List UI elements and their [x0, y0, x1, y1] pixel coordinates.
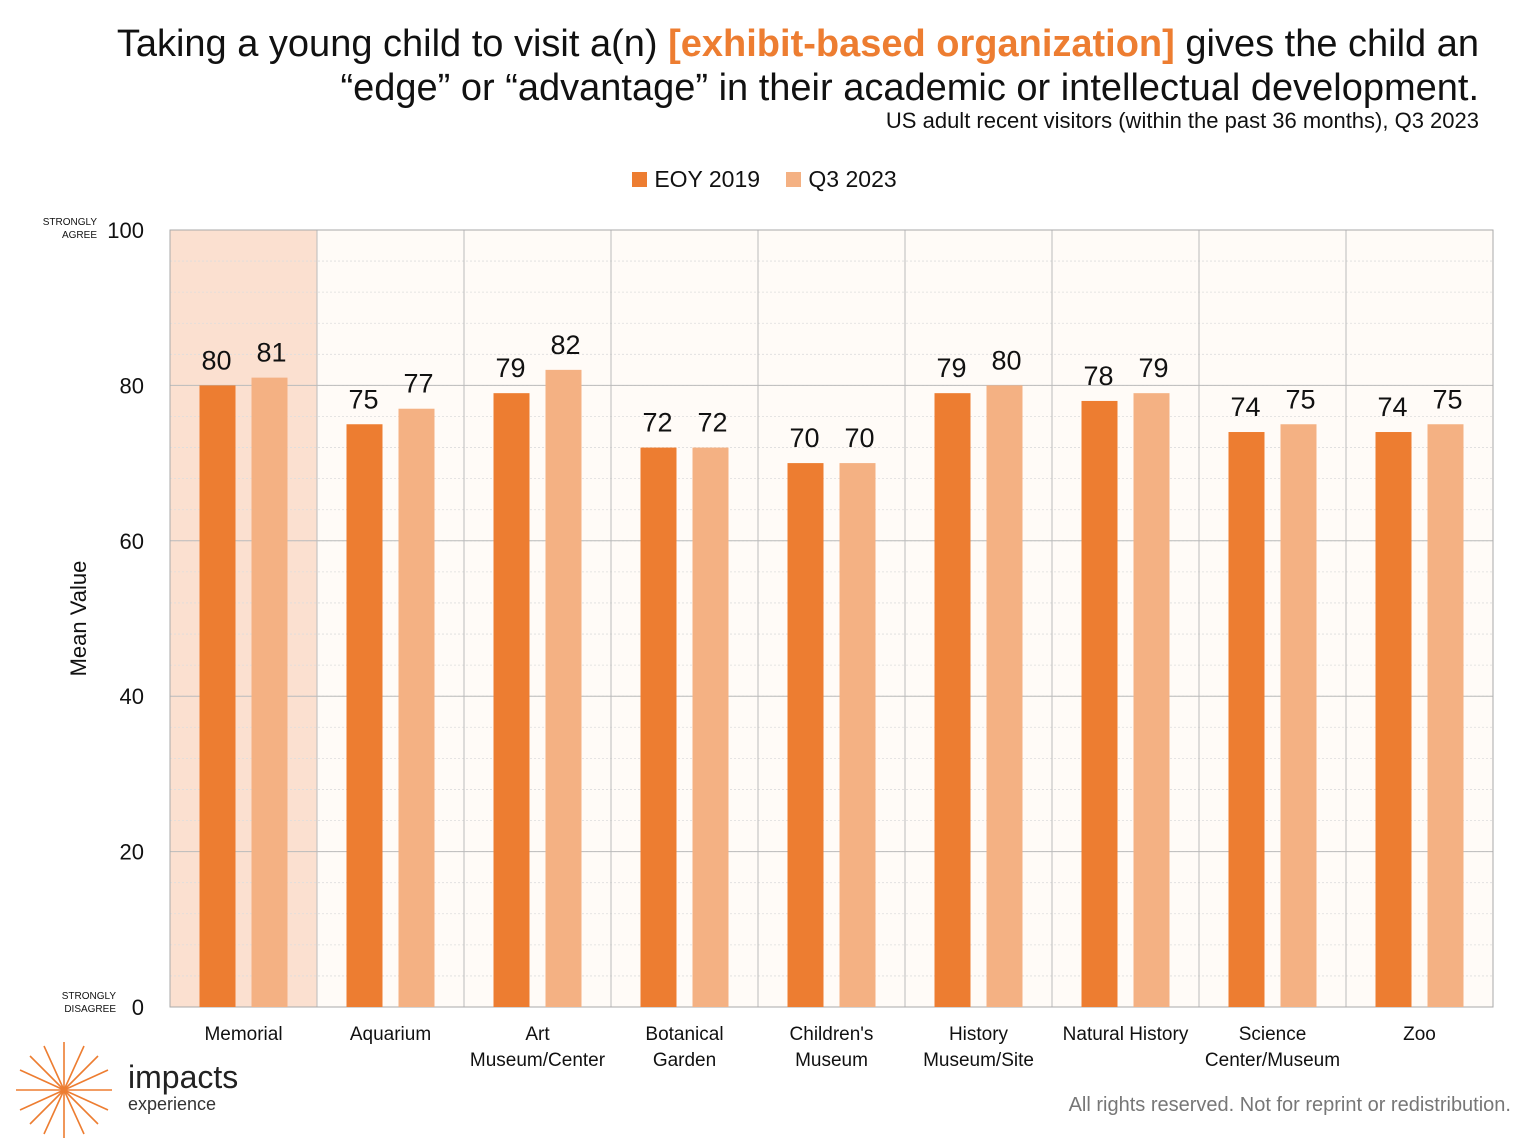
bar-2019: [346, 424, 383, 1007]
bar-2019: [1228, 432, 1265, 1007]
bar-2023: [251, 377, 288, 1007]
chart-subtitle: US adult recent visitors (within the pas…: [885, 108, 1479, 133]
x-tick-label: History: [949, 1024, 1009, 1045]
x-tick-label: Aquarium: [350, 1024, 431, 1045]
data-label: 82: [550, 330, 580, 360]
y-tick-label: 0: [132, 995, 144, 1020]
data-label: 70: [789, 423, 819, 453]
data-label: 79: [495, 353, 525, 383]
x-tick-label: Art: [525, 1024, 550, 1045]
bar-2023: [545, 369, 582, 1007]
data-label: 72: [697, 408, 727, 438]
y-tick-label: 60: [120, 529, 144, 554]
y-anchor-top-line2: AGREE: [62, 230, 97, 241]
logo-sub: experience: [128, 1094, 217, 1114]
legend-item-2019: EOY 2019: [632, 166, 760, 193]
bar-2023: [692, 447, 729, 1007]
data-label: 78: [1083, 361, 1113, 391]
x-tick-label: Museum/Center: [470, 1050, 606, 1071]
bar-2023: [1427, 424, 1464, 1007]
bar-2023: [986, 385, 1023, 1007]
data-label: 75: [348, 384, 378, 414]
legend-item-2023: Q3 2023: [786, 166, 897, 193]
bar-2019: [934, 393, 971, 1007]
bar-2019: [640, 447, 677, 1007]
chart-title: Taking a young child to visit a(n) [exhi…: [19, 22, 1479, 110]
x-tick-label: Natural History: [1063, 1024, 1189, 1045]
data-label: 74: [1377, 392, 1407, 422]
logo-name: impacts: [128, 1059, 239, 1095]
data-label: 80: [201, 345, 231, 375]
data-label: 79: [1138, 353, 1168, 383]
bar-2023: [1280, 424, 1317, 1007]
data-label: 80: [991, 345, 1021, 375]
title-highlight: [exhibit-based organization]: [668, 23, 1175, 65]
legend-swatch-2019: [632, 172, 648, 187]
x-tick-label: Children's: [790, 1024, 874, 1045]
y-tick-label: 40: [120, 684, 144, 709]
bar-2023: [398, 408, 435, 1008]
bar-2023: [1133, 393, 1170, 1007]
legend-label-2023: Q3 2023: [808, 166, 897, 192]
x-tick-label: Museum/Site: [923, 1050, 1034, 1071]
title-part1: Taking a young child to visit a(n): [116, 23, 669, 65]
y-anchor-bottom-line2: DISAGREE: [64, 1004, 116, 1015]
x-tick-label: Botanical: [645, 1024, 723, 1045]
chart-legend: EOY 2019 Q3 2023: [0, 166, 1529, 193]
y-tick-label: 80: [120, 373, 144, 398]
x-tick-label: Zoo: [1403, 1024, 1436, 1045]
data-label: 74: [1230, 392, 1260, 422]
brand-logo: impacts experience: [128, 1060, 238, 1114]
data-label: 79: [936, 353, 966, 383]
x-tick-label: Garden: [653, 1050, 716, 1071]
bar-2019: [1375, 432, 1412, 1007]
title-part2: gives the child an “edge” or “advantage”…: [340, 23, 1479, 109]
bar-2023: [839, 463, 876, 1008]
y-tick-label: 20: [120, 840, 144, 865]
bar-2019: [1081, 400, 1118, 1007]
x-tick-label: Center/Museum: [1205, 1050, 1340, 1071]
data-label: 75: [1285, 384, 1315, 414]
data-label: 72: [642, 408, 672, 438]
data-label: 81: [256, 338, 286, 368]
x-tick-label: Memorial: [204, 1024, 282, 1045]
y-anchor-bottom-line1: STRONGLY: [62, 991, 117, 1002]
legend-label-2019: EOY 2019: [654, 166, 761, 192]
y-axis-label: Mean Value: [66, 561, 91, 677]
x-tick-label: Science: [1239, 1024, 1307, 1045]
x-tick-label: Museum: [795, 1050, 868, 1071]
plot-area: [170, 230, 1493, 1007]
bar-2019: [787, 463, 824, 1008]
highlight-band: [170, 230, 317, 1007]
y-anchor-top-line1: STRONGLY: [43, 217, 98, 228]
data-label: 75: [1432, 384, 1462, 414]
sunburst-logo-icon: [16, 1042, 112, 1138]
data-label: 70: [844, 423, 874, 453]
legend-swatch-2023: [786, 172, 802, 187]
copyright-footer: All rights reserved. Not for reprint or …: [1068, 1094, 1511, 1116]
bar-2019: [493, 393, 530, 1007]
data-label: 77: [403, 369, 433, 399]
y-tick-label: 100: [107, 218, 144, 243]
plot-border: [169, 229, 1494, 1008]
bar-2019: [199, 385, 236, 1007]
